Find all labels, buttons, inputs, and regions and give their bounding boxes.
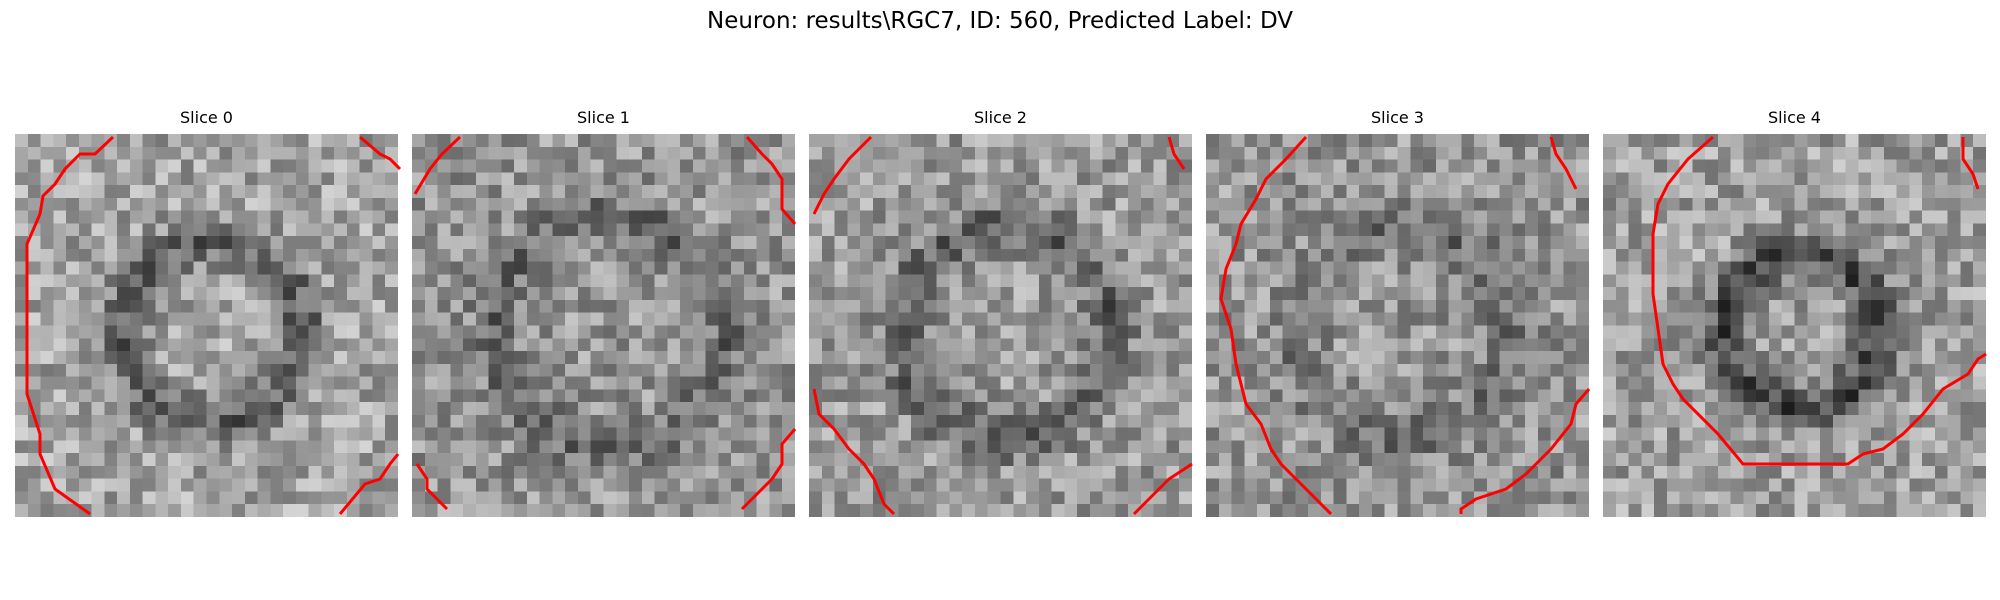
slice-title: Slice 4	[1768, 108, 1821, 127]
figure-title: Neuron: results\RGC7, ID: 560, Predicted…	[706, 8, 1294, 34]
slice-title: Slice 2	[974, 108, 1027, 127]
slice-image	[1603, 134, 1986, 517]
slice-title: Slice 1	[577, 108, 630, 127]
slice-image	[809, 134, 1192, 517]
slice-image	[1206, 134, 1589, 517]
slice-image	[412, 134, 795, 517]
slice-title: Slice 3	[1371, 108, 1424, 127]
slice-image	[15, 134, 398, 517]
slice-title: Slice 0	[180, 108, 233, 127]
